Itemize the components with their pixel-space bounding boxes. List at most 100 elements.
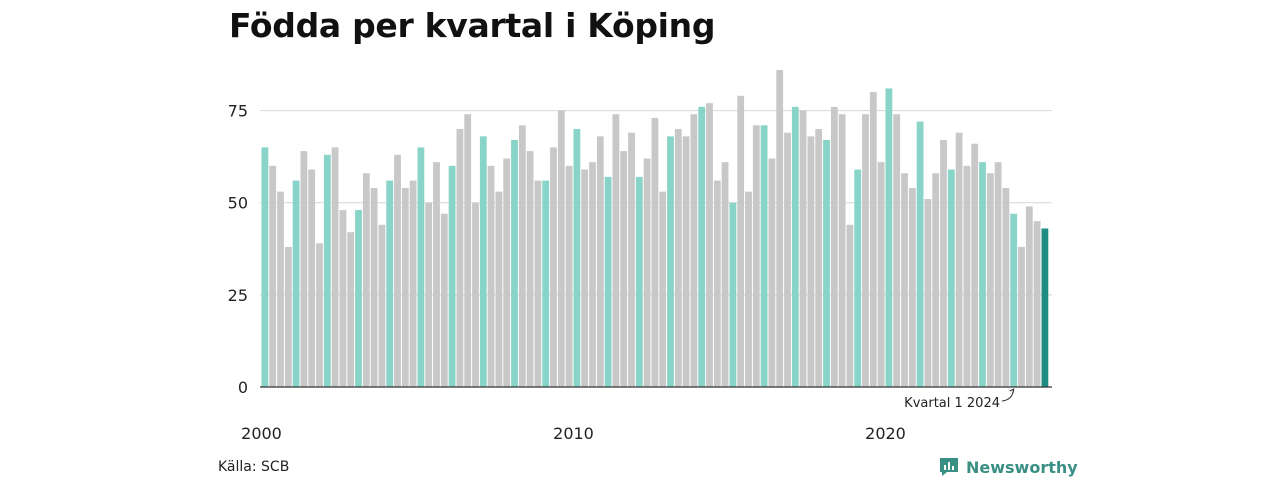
bar: [784, 132, 791, 387]
bar: [651, 117, 659, 387]
bar: [776, 70, 784, 387]
bar: [1002, 187, 1010, 387]
bar: [394, 154, 401, 387]
bar: [417, 147, 425, 387]
x-tick-label: 2000: [241, 424, 282, 443]
bar: [854, 169, 862, 387]
bar: [628, 132, 635, 387]
bar: [316, 243, 323, 387]
brand-logo: Newsworthy: [938, 456, 1078, 478]
bar: [994, 162, 1002, 387]
bar: [448, 165, 456, 387]
bar: [370, 187, 378, 387]
bar: [292, 180, 300, 387]
bar: [401, 187, 409, 387]
bar: [830, 106, 838, 387]
bar: [706, 103, 713, 388]
bar: [815, 128, 823, 387]
bar: [908, 187, 916, 387]
bar: [932, 173, 940, 387]
bar: [940, 140, 947, 387]
source-label: Källa: SCB: [218, 459, 290, 475]
bar: [752, 125, 760, 387]
bar: [261, 147, 269, 387]
bar: [721, 162, 729, 387]
bar: [1018, 246, 1025, 387]
bar: [885, 88, 893, 387]
bar: [308, 169, 316, 387]
bar: [963, 165, 971, 387]
bar: [378, 224, 386, 387]
bar: [596, 136, 604, 387]
chart-title: Födda per kvartal i Köping: [229, 6, 716, 45]
bar: [947, 169, 955, 387]
bar: [846, 224, 854, 387]
bar: [511, 140, 518, 387]
annotation-arrow: [1001, 389, 1015, 402]
bar: [612, 114, 620, 388]
bar: [869, 92, 877, 388]
bar: [901, 173, 908, 387]
x-tick-label: 2020: [865, 424, 906, 443]
bar: [893, 114, 901, 388]
bar: [799, 110, 807, 387]
bar: [737, 95, 745, 388]
bar: [362, 173, 370, 387]
bar: [495, 191, 503, 387]
bar: [347, 232, 355, 387]
bar: [698, 106, 706, 387]
bar: [386, 180, 394, 387]
bar: [300, 151, 308, 387]
bar: [409, 180, 417, 387]
bar: [916, 121, 924, 388]
bar: [331, 147, 339, 387]
bar: [986, 173, 994, 387]
bar: [534, 180, 542, 387]
bar: [355, 210, 362, 387]
bar: [604, 176, 612, 387]
bar: [550, 147, 557, 387]
bar: [503, 158, 511, 387]
bar: [1041, 228, 1049, 387]
bar: [838, 114, 846, 388]
y-tick-label: 50: [228, 194, 248, 213]
bar: [425, 202, 433, 387]
y-tick-label: 25: [228, 286, 248, 305]
bar: [487, 165, 495, 387]
bar: [479, 136, 487, 387]
bar: [745, 191, 752, 387]
bar: [674, 128, 682, 387]
bar: [557, 110, 565, 387]
bar: [659, 191, 667, 387]
bar: [760, 125, 768, 387]
bar: [284, 246, 292, 387]
bar: [565, 165, 573, 387]
bar: [690, 114, 698, 388]
bar: [823, 140, 830, 387]
bar: [589, 162, 596, 387]
bar: [323, 154, 331, 387]
bar: [433, 162, 440, 387]
newsworthy-logo-icon: [940, 458, 958, 476]
bar: [277, 191, 284, 387]
bar: [862, 114, 869, 388]
bar: [667, 136, 674, 387]
bar: [1033, 221, 1041, 387]
bar: [573, 128, 581, 387]
bar: [713, 180, 721, 387]
bar: [877, 162, 885, 387]
bar: [542, 180, 550, 387]
bar: [643, 158, 651, 387]
bar: [807, 136, 815, 387]
bar: [456, 128, 464, 387]
bar: [768, 158, 776, 387]
x-tick-label: 2010: [553, 424, 594, 443]
bar: [526, 151, 534, 387]
bar: [581, 169, 589, 387]
y-tick-label: 0: [238, 378, 248, 397]
bar: [518, 125, 526, 387]
bar: [979, 162, 986, 387]
brand-name: Newsworthy: [966, 457, 1078, 477]
bar: [464, 114, 472, 388]
bar: [269, 165, 277, 387]
